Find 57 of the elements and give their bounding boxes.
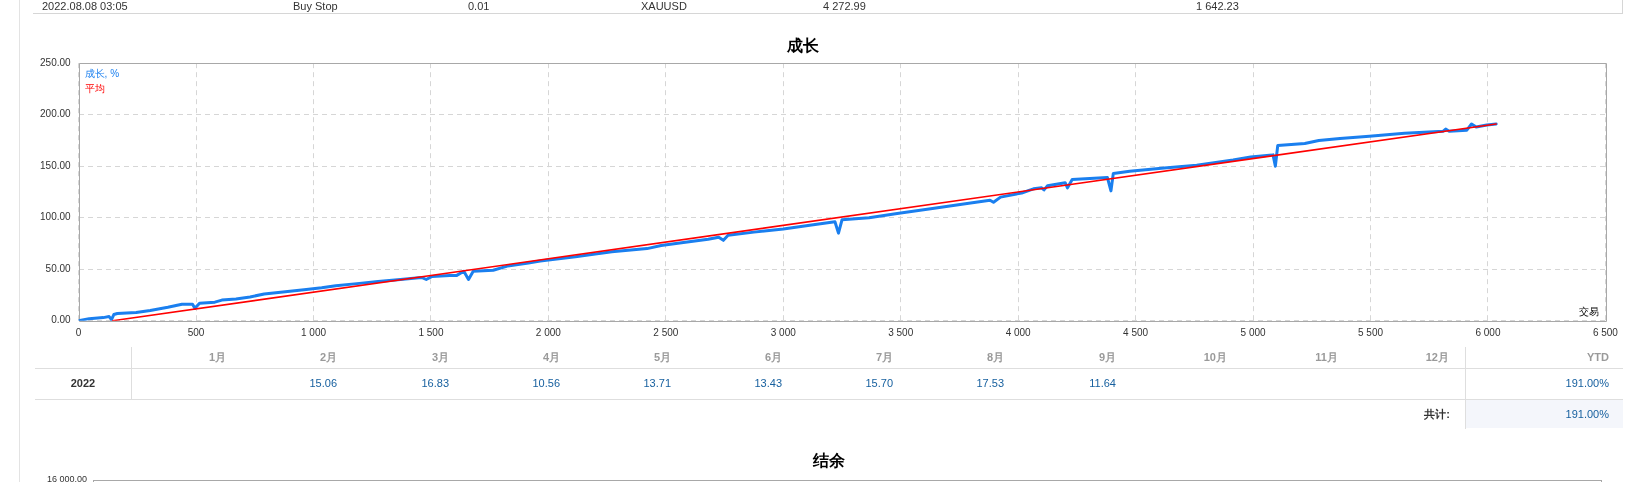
annotation: 191.00% — [1565, 407, 1609, 421]
y-tick-label: 0.00 — [51, 314, 72, 326]
text: 16 000.00 — [46, 473, 87, 482]
text: 0.01 — [468, 0, 490, 12]
y-tick-label: 100.00 — [40, 211, 72, 223]
data-label: 11.64 — [1089, 376, 1116, 390]
text: XAUUSD — [641, 0, 687, 12]
x-tick-label: 6 000 — [1475, 327, 1501, 339]
y-tick-label: 50.00 — [45, 262, 72, 274]
x-tick-label: 7月 — [875, 350, 893, 364]
chart-title: 成长 — [785, 37, 820, 55]
x-tick-label: 3 500 — [888, 327, 914, 339]
text: 平均 — [84, 82, 105, 94]
data-label: 10.56 — [532, 376, 560, 390]
x-tick-label: 12月 — [1425, 350, 1449, 364]
x-axis-title: 交易 — [1579, 306, 1600, 318]
x-tick-label: 2 000 — [535, 327, 562, 339]
text: 4 272.99 — [823, 0, 866, 12]
x-tick-label: 4月 — [542, 350, 560, 364]
data-label: 17.53 — [976, 376, 1004, 390]
data-label: 16.83 — [421, 376, 449, 390]
data-label: 13.43 — [754, 376, 782, 390]
x-tick-label: 1月 — [208, 350, 226, 364]
x-tick-label: 1 000 — [300, 327, 327, 339]
y-tick-label: 2022 — [69, 376, 97, 390]
y-tick-label: 200.00 — [40, 108, 72, 120]
y-tick-label: 250.00 — [40, 56, 72, 68]
x-tick-label: 9月 — [1098, 350, 1116, 364]
x-tick-label: 10月 — [1203, 350, 1227, 364]
x-tick-label: 3 000 — [770, 327, 797, 339]
x-tick-label: 2月 — [319, 350, 337, 364]
annotation: 共计: — [1424, 407, 1450, 421]
x-tick-label: 3月 — [431, 350, 449, 364]
x-tick-label: 6月 — [764, 350, 782, 364]
x-tick-label: 500 — [187, 327, 205, 339]
text: 结余 — [812, 451, 846, 471]
x-tick-label: 11月 — [1315, 350, 1338, 364]
x-tick-label: 2 500 — [653, 327, 679, 339]
data-label: 15.70 — [865, 376, 893, 390]
x-tick-label: YTD — [1587, 350, 1609, 364]
x-tick-label: 5 500 — [1357, 327, 1384, 339]
x-tick-label: 5 000 — [1240, 327, 1267, 339]
x-tick-label: 6 500 — [1592, 327, 1619, 339]
text: 成长, % — [84, 67, 120, 79]
text: 1 642.23 — [1196, 0, 1239, 12]
data-label: 191.00% — [1565, 376, 1609, 390]
x-tick-label: 8月 — [986, 350, 1004, 364]
text: 2022.08.08 03:05 — [42, 0, 128, 12]
x-tick-label: 0 — [75, 327, 82, 339]
data-label: 13.71 — [643, 376, 671, 390]
x-tick-label: 5月 — [653, 350, 671, 364]
x-tick-label: 1 500 — [418, 327, 444, 339]
x-tick-label: 4 000 — [1005, 327, 1032, 339]
text: Buy Stop — [293, 0, 338, 12]
x-tick-label: 4 500 — [1123, 327, 1149, 339]
data-label: 15.06 — [309, 376, 337, 390]
y-tick-label: 150.00 — [40, 159, 72, 171]
